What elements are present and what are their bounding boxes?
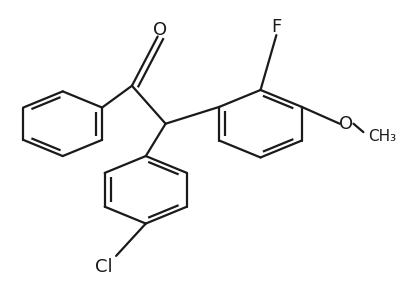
Text: O: O — [153, 20, 167, 39]
Text: CH₃: CH₃ — [368, 129, 397, 144]
Text: O: O — [339, 115, 353, 133]
Text: Cl: Cl — [95, 258, 113, 276]
Text: F: F — [271, 18, 282, 36]
